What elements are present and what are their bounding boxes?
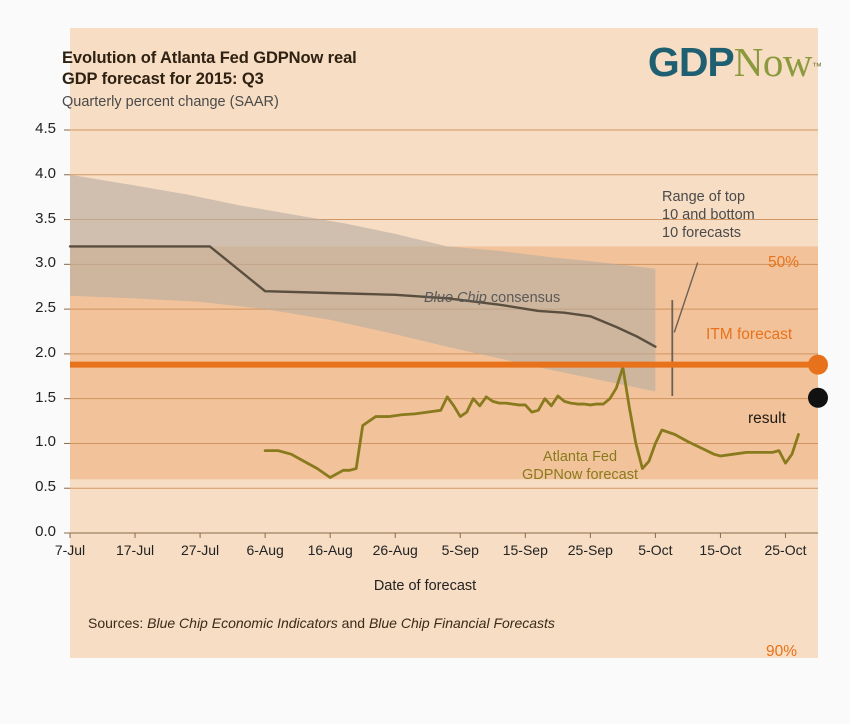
x-tick-label-26-aug: 26-Aug bbox=[372, 542, 418, 558]
annotation-range-line-3: 10 forecasts bbox=[662, 225, 741, 241]
x-tick-label-15-oct: 15-Oct bbox=[699, 542, 742, 558]
plot-area bbox=[64, 129, 828, 538]
annotation-range-forecasts: Range of top 10 and bottom 10 forecasts bbox=[662, 188, 755, 242]
y-tick-label-2: 2.0 bbox=[35, 343, 56, 361]
annotation-range-line-2: 10 and bottom bbox=[662, 207, 755, 223]
sources-note: Sources: Blue Chip Economic Indicators a… bbox=[88, 615, 555, 631]
x-tick-label-7-jul: 7-Jul bbox=[54, 542, 86, 558]
sources-conjunction: and bbox=[337, 615, 369, 631]
logo-trademark-icon: ™ bbox=[812, 61, 822, 73]
logo-text-gdp: GDP bbox=[647, 39, 735, 85]
sources-italic-2: Blue Chip Financial Forecasts bbox=[368, 615, 555, 631]
y-tick-label-0-5: 0.5 bbox=[35, 478, 56, 496]
sources-italic-1: Blue Chip Economic Indicators bbox=[147, 615, 338, 631]
annotation-90-percent: 90% bbox=[766, 643, 798, 660]
bluechip-range-band bbox=[70, 174, 656, 392]
x-tick-label-6-aug: 6-Aug bbox=[246, 542, 284, 558]
annotation-result: result bbox=[748, 410, 786, 428]
annotation-gdpnow-line-2: GDPNow forecast bbox=[521, 467, 639, 483]
gdpnow-logo: GDPNow™ bbox=[648, 42, 822, 83]
annotation-bluechip-rest: consensus bbox=[486, 290, 561, 306]
annotation-range-line-1: Range of top bbox=[662, 189, 746, 205]
bluechip-consensus-line bbox=[68, 245, 657, 348]
range-annotation-leader-line bbox=[673, 262, 699, 333]
y-tick-label-3-5: 3.5 bbox=[35, 209, 56, 227]
itm-forecast-marker bbox=[808, 354, 828, 375]
y-tick-label-1-5: 1.5 bbox=[35, 388, 56, 406]
result-marker bbox=[808, 387, 828, 408]
y-tick-label-4: 4.0 bbox=[35, 164, 56, 182]
annotation-gdpnow-forecast: Atlanta Fed GDPNow forecast bbox=[500, 448, 660, 484]
annotation-bluechip-consensus: Blue Chip consensus bbox=[424, 289, 560, 307]
plot-svg bbox=[64, 129, 828, 538]
annotation-50-percent: 50% bbox=[768, 254, 800, 271]
x-tick-label-17-jul: 17-Jul bbox=[115, 542, 155, 558]
x-tick-label-5-oct: 5-Oct bbox=[638, 542, 673, 558]
y-tick-label-3: 3.0 bbox=[35, 254, 56, 272]
sources-label: Sources: bbox=[88, 615, 144, 631]
x-tick-label-25-oct: 25-Oct bbox=[764, 542, 807, 558]
annotation-result-text: result bbox=[748, 410, 786, 427]
chart-subtitle: Quarterly percent change (SAAR) bbox=[62, 94, 279, 110]
chart-title-line-1: Evolution of Atlanta Fed GDPNow real bbox=[62, 49, 357, 67]
title-block: Evolution of Atlanta Fed GDPNow real GDP… bbox=[62, 48, 502, 112]
annotation-itm-forecast: ITM forecast bbox=[706, 326, 793, 343]
logo-text-now: Now bbox=[733, 39, 813, 85]
chart-title-line-2: GDP forecast for 2015: Q3 bbox=[62, 70, 264, 88]
x-tick-label-25-sep: 25-Sep bbox=[567, 542, 613, 558]
x-tick-label-15-sep: 15-Sep bbox=[502, 542, 548, 558]
x-tick-label-27-jul: 27-Jul bbox=[181, 542, 220, 558]
y-tick-label-4-5: 4.5 bbox=[35, 120, 56, 137]
x-axis-title: Date of forecast bbox=[373, 578, 477, 594]
x-tick-label-5-sep: 5-Sep bbox=[441, 542, 479, 558]
annotation-bluechip-italic: Blue Chip bbox=[424, 290, 487, 306]
y-tick-label-2-5: 2.5 bbox=[35, 299, 56, 317]
gdpnow-forecast-line bbox=[263, 365, 800, 479]
y-tick-label-0: 0.0 bbox=[35, 523, 56, 540]
y-tick-label-1: 1.0 bbox=[35, 433, 56, 451]
annotation-gdpnow-line-1: Atlanta Fed bbox=[542, 449, 618, 465]
x-tick-label-16-aug: 16-Aug bbox=[307, 542, 353, 558]
